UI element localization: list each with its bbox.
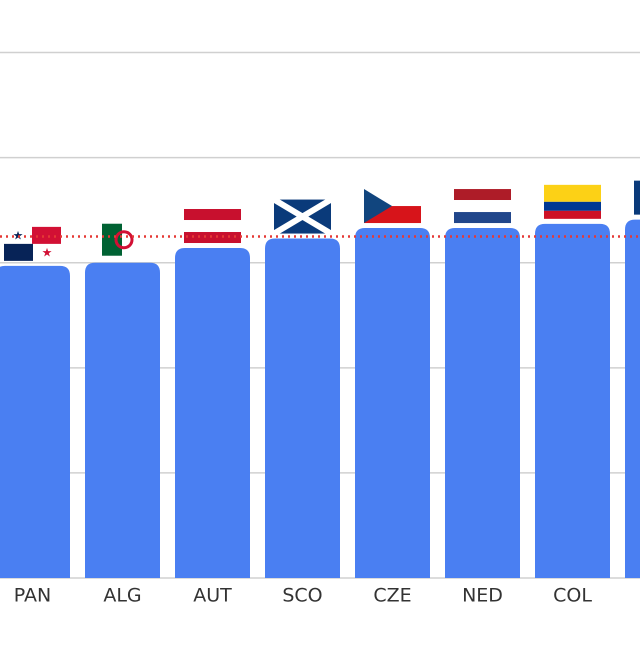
x-tick-label: COL	[553, 585, 592, 607]
flag	[544, 184, 601, 219]
flag-part	[634, 180, 640, 215]
flag-part	[32, 226, 61, 244]
flag	[634, 180, 640, 215]
bar	[355, 228, 430, 578]
flag-part	[272, 196, 333, 237]
flag-part	[544, 201, 601, 211]
flag-part	[454, 200, 511, 213]
flag-star: ★	[42, 245, 53, 259]
flag	[272, 196, 333, 237]
flag-part	[454, 189, 511, 201]
flag	[454, 189, 511, 224]
flag-part	[364, 189, 392, 224]
bar	[175, 248, 250, 579]
flag-part	[114, 230, 134, 250]
flag: ★★	[4, 226, 61, 261]
x-tick-label: PAN	[14, 585, 51, 607]
flag-part	[544, 210, 601, 219]
flag-part	[4, 243, 33, 261]
bar	[535, 223, 610, 579]
x-tick-label: AUT	[193, 585, 232, 607]
flag	[102, 223, 142, 256]
flag	[364, 189, 421, 224]
bar	[0, 265, 70, 578]
bar	[85, 262, 160, 578]
bar	[445, 228, 520, 578]
flag	[184, 209, 241, 244]
bar	[625, 219, 640, 578]
x-tick-label: CZE	[373, 585, 411, 607]
bar	[265, 238, 340, 578]
x-tick-label: ALG	[103, 585, 141, 607]
flag-part	[544, 184, 601, 202]
flag-part	[102, 223, 122, 256]
flag-part	[184, 232, 241, 244]
flag-part	[184, 209, 241, 221]
x-tick-label: NED	[462, 585, 503, 607]
x-tick-label: SCO	[282, 585, 322, 607]
flag-part	[454, 212, 511, 224]
